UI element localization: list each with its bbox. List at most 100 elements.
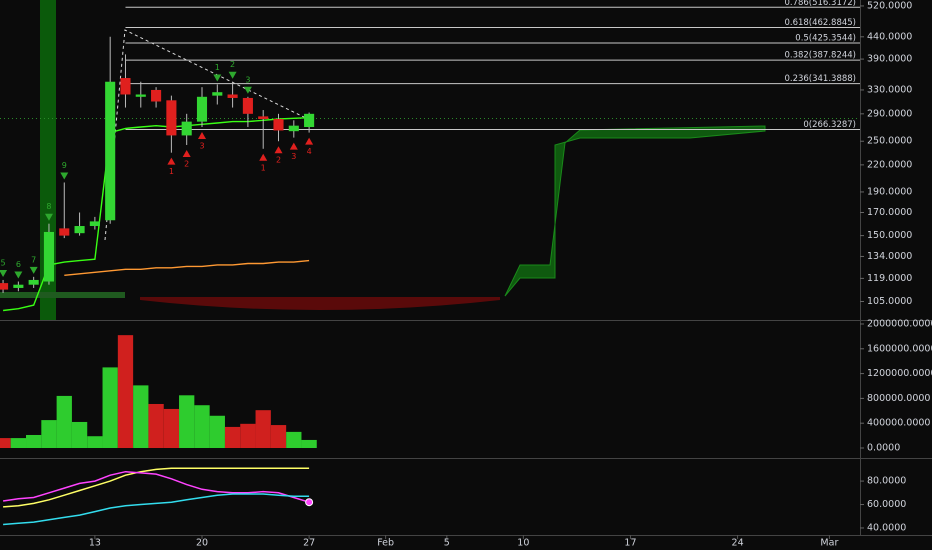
setup-count: 8	[46, 202, 51, 211]
x-tick-label: Mar	[820, 538, 838, 549]
volume-bar	[240, 423, 256, 449]
setup-count: 9	[62, 161, 67, 170]
y-tick-label: 134.0000	[867, 251, 912, 262]
volume-bar	[301, 439, 317, 449]
candle-body	[89, 221, 100, 227]
y-tick-label: 1600000.0000	[867, 343, 932, 354]
volume-bar	[270, 425, 287, 449]
volume-bar	[117, 335, 134, 449]
y-tick-label: 440.0000	[867, 31, 912, 42]
setup-count: 7	[31, 255, 36, 264]
setup-arrow	[243, 86, 252, 94]
cloud-bearish	[140, 297, 500, 310]
setup-count: 4	[307, 147, 312, 156]
y-tick-label: 250.0000	[867, 136, 912, 147]
x-tick-label: Feb	[377, 538, 394, 549]
candle-body	[196, 96, 208, 122]
y-tick-label: 290.0000	[867, 108, 912, 119]
y-tick-label: 60.0000	[867, 499, 906, 510]
volume-bar	[286, 431, 302, 449]
volume-bar	[209, 415, 225, 449]
volume-bar	[0, 438, 11, 449]
last-point	[305, 498, 314, 507]
fib-label: 0(266.3287)	[803, 120, 856, 130]
setup-count: 3	[245, 75, 250, 84]
volume-bar	[10, 438, 27, 449]
volume-bar	[179, 395, 195, 449]
y-tick-label: 150.0000	[867, 230, 912, 241]
volume-bar	[224, 426, 241, 449]
volume-bar	[71, 421, 88, 449]
y-tick-label: 2000000.0000	[867, 318, 932, 329]
y-tick-label: 119.0000	[867, 273, 912, 284]
y-tick-label: 330.0000	[867, 84, 912, 95]
oscillator-line	[3, 493, 310, 526]
setup-count: 2	[230, 60, 235, 69]
setup-count: 3	[199, 142, 204, 151]
candle-body	[304, 113, 315, 128]
candle-body	[28, 279, 39, 285]
candle-body	[74, 226, 85, 234]
setup-arrow	[60, 172, 69, 180]
setup-arrow	[213, 74, 222, 82]
setup-count: 3	[291, 152, 296, 161]
cloud-bullish	[504, 125, 766, 297]
candle-body	[120, 78, 131, 95]
y-tick-label: 800000.0000	[867, 393, 930, 404]
y-tick-label: 520.0000	[867, 0, 912, 11]
candle-body	[212, 92, 223, 96]
volume-bar	[26, 434, 42, 449]
fib-label: 0.236(341.3888)	[784, 74, 856, 84]
y-tick-label: 400000.0000	[867, 418, 930, 429]
candle-body	[151, 89, 162, 102]
setup-count: 1	[261, 163, 266, 172]
setup-arrow	[29, 266, 38, 274]
y-tick-label: 80.0000	[867, 476, 906, 487]
volume-bar	[163, 408, 180, 449]
y-tick-label: 190.0000	[867, 186, 912, 197]
setup-arrow	[167, 157, 176, 165]
y-tick-label: 40.0000	[867, 522, 906, 533]
y-tick-label: 220.0000	[867, 159, 912, 170]
y-tick-label: 0.0000	[867, 443, 900, 454]
candle-body	[43, 231, 55, 282]
oscillator-line	[3, 467, 310, 508]
setup-count: 2	[184, 159, 189, 168]
setup-count: 5	[1, 258, 6, 267]
moving-average	[64, 259, 310, 276]
volume-bar	[255, 410, 271, 449]
candle-body	[242, 97, 253, 114]
candle-body	[258, 116, 269, 119]
moving-average	[3, 117, 310, 312]
x-tick-label: 13	[89, 538, 101, 549]
fib-label: 0.382(387.8244)	[784, 51, 856, 61]
setup-arrow	[197, 132, 206, 140]
candle-body	[166, 100, 177, 136]
candle-body	[0, 283, 9, 290]
setup-arrow	[182, 149, 191, 157]
x-tick-label: 5	[444, 538, 450, 549]
candle-body	[59, 228, 70, 236]
x-tick-label: 17	[624, 538, 636, 549]
setup-count: 1	[169, 167, 174, 176]
fib-label: 0.786(516.3172)	[784, 0, 856, 8]
x-tick-label: 20	[196, 538, 208, 549]
y-tick-label: 170.0000	[867, 207, 912, 218]
setup-arrow	[289, 142, 298, 150]
x-tick-label: 10	[517, 538, 529, 549]
volume-bar	[133, 385, 149, 449]
fib-label: 0.5(425.3544)	[795, 34, 856, 44]
volume-bar	[102, 367, 118, 449]
candle-body	[105, 81, 116, 221]
setup-arrow	[228, 71, 237, 79]
y-tick-label: 105.0000	[867, 296, 912, 307]
volume-bar	[148, 403, 164, 449]
setup-count: 1	[215, 63, 220, 72]
setup-arrow	[0, 269, 8, 277]
zone-bar	[0, 292, 125, 298]
candle-body	[135, 94, 146, 97]
setup-arrow	[14, 271, 23, 279]
setup-arrow	[44, 213, 53, 221]
setup-arrow	[305, 137, 314, 145]
setup-arrow	[259, 153, 268, 161]
